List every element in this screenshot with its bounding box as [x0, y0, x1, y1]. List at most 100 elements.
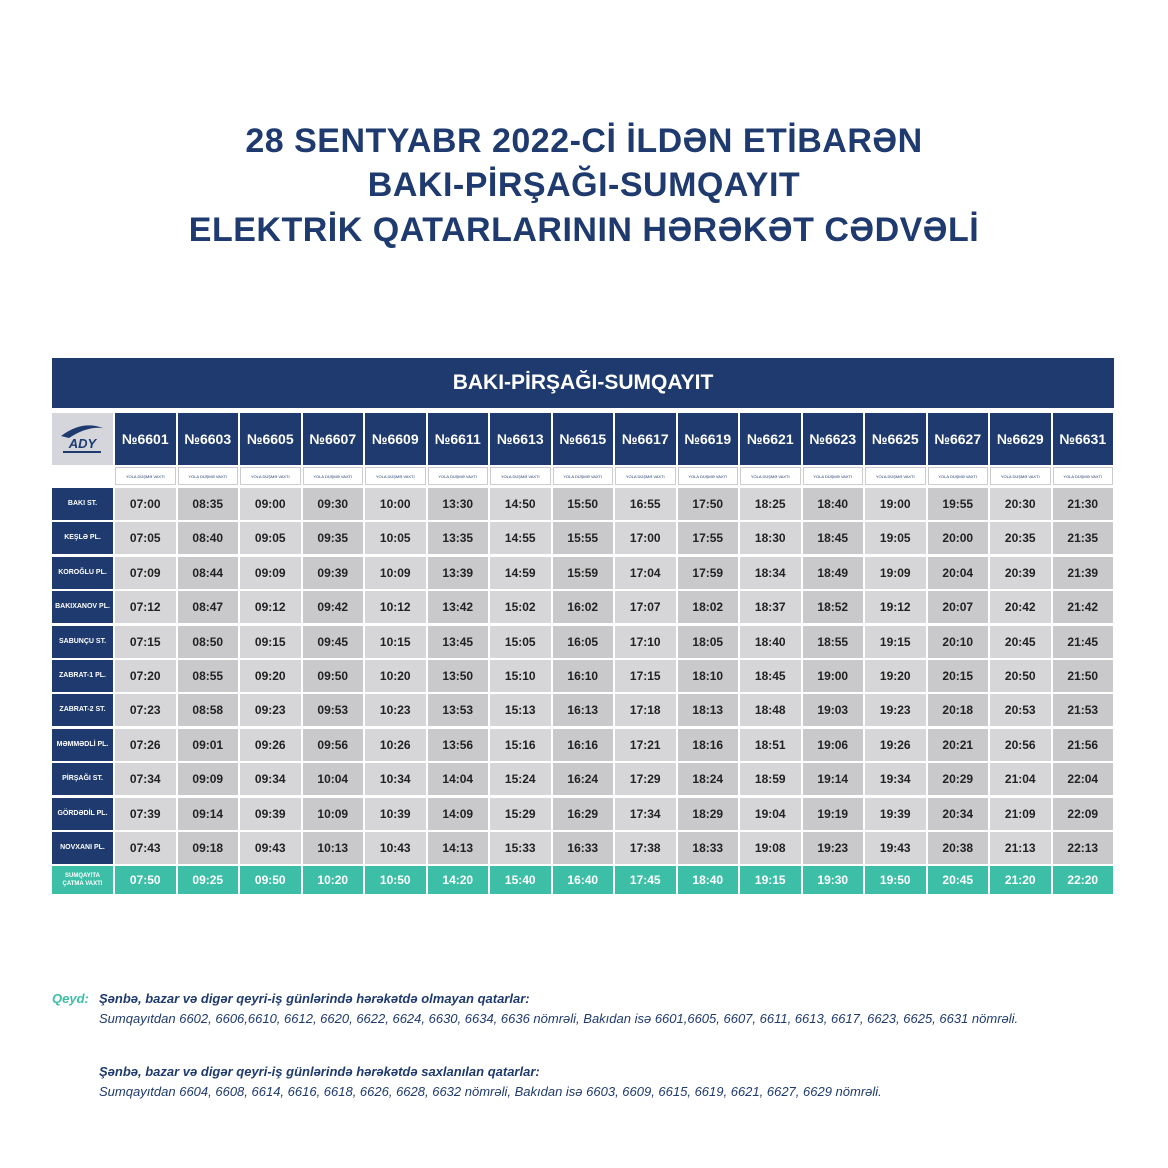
time: 17:21	[615, 728, 676, 761]
time: 10:15	[365, 625, 426, 658]
time: 09:18	[177, 832, 238, 864]
time: 15:05	[490, 625, 551, 658]
station: KOROĞLU PL.	[52, 556, 113, 589]
time: 09:30	[302, 488, 363, 520]
title-line: ELEKTRİK QATARLARININ HƏRƏKƏT CƏDVƏLİ	[188, 211, 980, 249]
time: 07:26	[115, 728, 176, 761]
time: 21:35	[1052, 522, 1113, 555]
time: 19:26	[865, 728, 926, 761]
time: 19:03	[802, 694, 863, 727]
time: 19:34	[865, 763, 926, 796]
time: 09:45	[302, 625, 363, 658]
time: 18:40	[740, 625, 801, 658]
time: 08:50	[177, 625, 238, 658]
time: 09:09	[177, 763, 238, 796]
train-number: №6627	[927, 413, 988, 465]
time: 18:48	[740, 694, 801, 727]
time: 15:50	[552, 488, 613, 520]
time: 20:34	[927, 797, 988, 830]
arrival-time: 19:15	[740, 866, 801, 895]
time: 16:02	[552, 591, 613, 624]
time: 18:59	[740, 763, 801, 796]
arrival-time: 10:50	[365, 866, 426, 895]
subheader: YOLA DÜŞMƏ VAXTI	[1052, 467, 1113, 485]
time: 07:43	[115, 832, 176, 864]
train-number: №6615	[552, 413, 613, 465]
time: 22:13	[1052, 832, 1113, 864]
time: 09:43	[240, 832, 301, 864]
subheader: YOLA DÜŞMƏ VAXTI	[615, 467, 676, 485]
time: 14:59	[490, 556, 551, 589]
time: 18:45	[802, 522, 863, 555]
time: 20:45	[990, 625, 1051, 658]
train-number: №6603	[177, 413, 238, 465]
time: 08:44	[177, 556, 238, 589]
time: 15:24	[490, 763, 551, 796]
time: 19:39	[865, 797, 926, 830]
time: 18:10	[677, 660, 738, 692]
time: 15:10	[490, 660, 551, 692]
time: 07:15	[115, 625, 176, 658]
time: 17:59	[677, 556, 738, 589]
time: 17:07	[615, 591, 676, 624]
time: 16:29	[552, 797, 613, 830]
train-number: №6611	[427, 413, 488, 465]
time: 15:16	[490, 728, 551, 761]
time: 17:10	[615, 625, 676, 658]
train-number: №6607	[302, 413, 363, 465]
time: 19:04	[740, 797, 801, 830]
time: 21:53	[1052, 694, 1113, 727]
time: 09:42	[302, 591, 363, 624]
time: 17:55	[677, 522, 738, 555]
time: 13:30	[427, 488, 488, 520]
time: 19:00	[865, 488, 926, 520]
time: 10:13	[302, 832, 363, 864]
note-text: Sumqayıtdan 6602, 6606,6610, 6612, 6620,…	[99, 1011, 1019, 1026]
time: 15:59	[552, 556, 613, 589]
time: 09:20	[240, 660, 301, 692]
train-number: №6631	[1052, 413, 1113, 465]
arrival-time: 18:40	[677, 866, 738, 895]
time: 09:39	[240, 797, 301, 830]
station: SUMQAYITA ÇATMA VAXTI	[52, 866, 113, 895]
time: 21:45	[1052, 625, 1113, 658]
time: 20:18	[927, 694, 988, 727]
time: 18:34	[740, 556, 801, 589]
time: 20:30	[990, 488, 1051, 520]
subheader: YOLA DÜŞMƏ VAXTI	[427, 467, 488, 485]
time: 19:08	[740, 832, 801, 864]
time: 09:12	[240, 591, 301, 624]
arrival-time: 09:50	[240, 866, 301, 895]
time: 08:55	[177, 660, 238, 692]
time: 19:23	[865, 694, 926, 727]
subheader: YOLA DÜŞMƏ VAXTI	[552, 467, 613, 485]
time: 10:23	[365, 694, 426, 727]
time: 21:39	[1052, 556, 1113, 589]
time: 17:50	[677, 488, 738, 520]
time: 09:39	[302, 556, 363, 589]
time: 20:35	[990, 522, 1051, 555]
note-label: Qeyd:	[52, 991, 89, 1006]
subheader: YOLA DÜŞMƏ VAXTI	[240, 467, 301, 485]
time: 18:13	[677, 694, 738, 727]
time: 19:06	[802, 728, 863, 761]
title-line: 28 SENTYABR 2022-Cİ İLDƏN ETİBARƏN	[245, 122, 923, 160]
time: 10:20	[365, 660, 426, 692]
time: 09:50	[302, 660, 363, 692]
time: 09:26	[240, 728, 301, 761]
time: 19:12	[865, 591, 926, 624]
time: 09:34	[240, 763, 301, 796]
time: 10:00	[365, 488, 426, 520]
arrival-time: 22:20	[1052, 866, 1113, 895]
train-number: №6609	[365, 413, 426, 465]
time: 10:05	[365, 522, 426, 555]
time: 10:09	[302, 797, 363, 830]
time: 13:35	[427, 522, 488, 555]
note-text: Sumqayıtdan 6604, 6608, 6614, 6616, 6618…	[99, 1084, 882, 1099]
time: 15:29	[490, 797, 551, 830]
time: 19:15	[865, 625, 926, 658]
subheader: YOLA DÜŞMƏ VAXTI	[115, 467, 176, 485]
subheader: YOLA DÜŞMƏ VAXTI	[302, 467, 363, 485]
time: 14:09	[427, 797, 488, 830]
time: 17:00	[615, 522, 676, 555]
